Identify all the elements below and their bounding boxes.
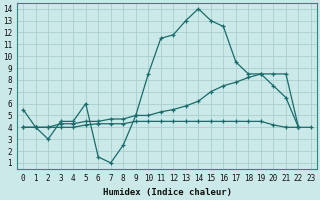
X-axis label: Humidex (Indice chaleur): Humidex (Indice chaleur)	[102, 188, 232, 197]
